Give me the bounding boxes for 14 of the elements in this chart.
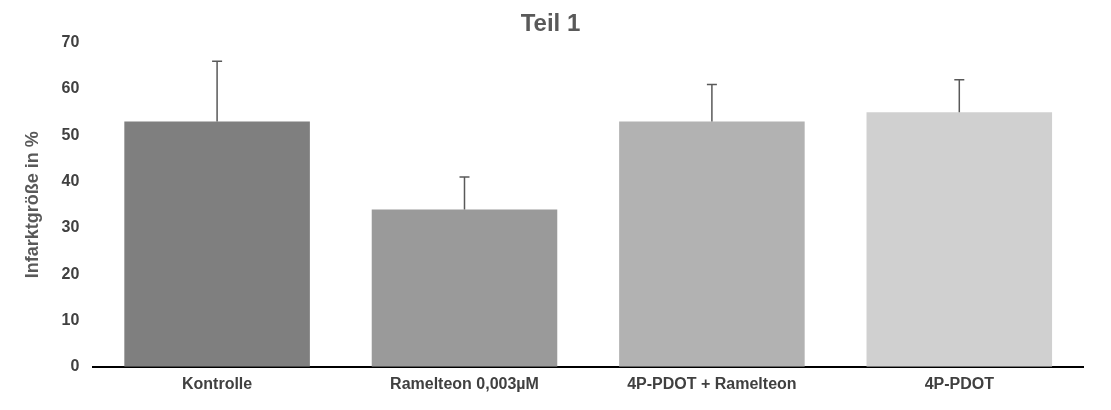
x-tick-label: Ramelteon 0,003µM <box>390 374 539 392</box>
y-tick-label: 70 <box>61 33 80 51</box>
y-tick-label: 50 <box>61 125 80 143</box>
y-axis-title: Infarktgröße in % <box>21 131 42 279</box>
y-tick-label: 20 <box>61 264 80 282</box>
y-tick-label: 60 <box>61 79 80 97</box>
x-tick-label: Kontrolle <box>181 374 253 392</box>
x-tick-label: 4P-PDOT <box>924 374 995 392</box>
chart-title: Teil 1 <box>520 9 581 37</box>
x-tick-label: 4P-PDOT + Ramelteon <box>627 374 797 392</box>
y-tick-label: 0 <box>70 357 80 375</box>
y-tick-label: 40 <box>61 172 80 190</box>
y-tick-label: 30 <box>61 218 80 236</box>
y-tick-label: 10 <box>61 310 80 328</box>
